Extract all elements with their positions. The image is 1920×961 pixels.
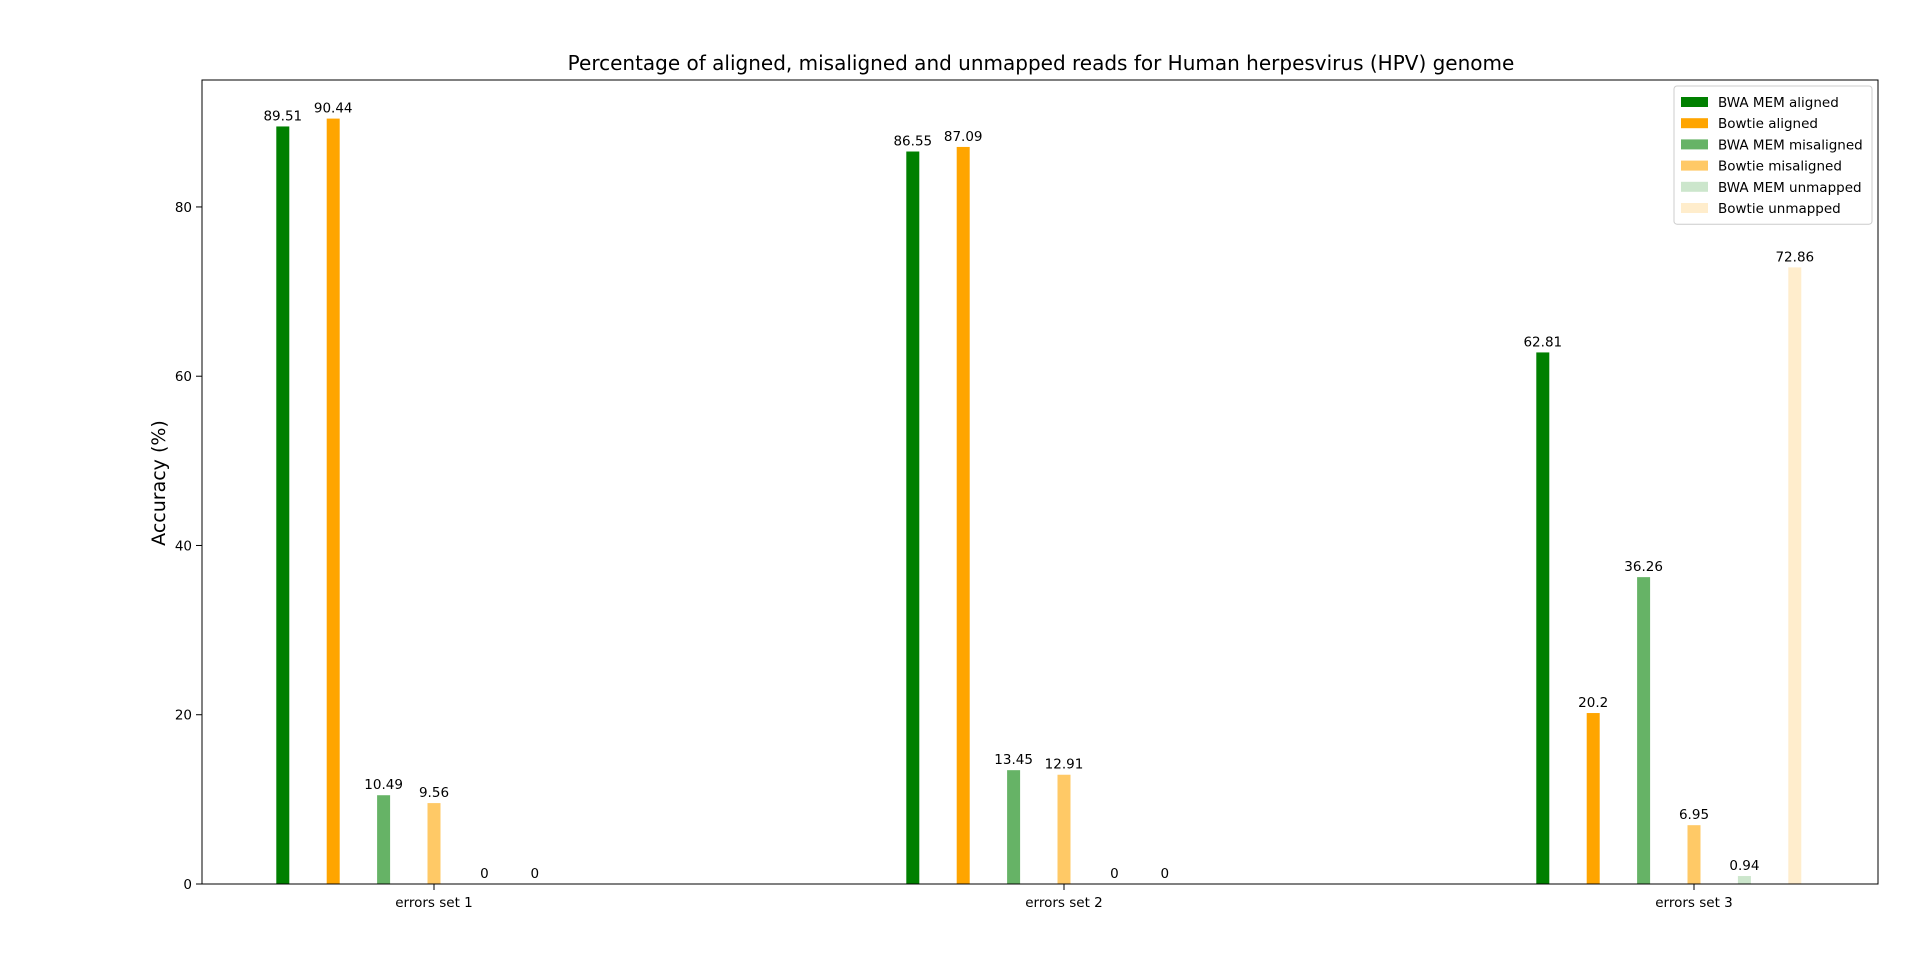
legend-label: Bowtie aligned bbox=[1718, 116, 1818, 132]
data-label: 0 bbox=[1110, 866, 1119, 882]
x-tick-label: errors set 1 bbox=[395, 895, 473, 911]
data-label: 90.44 bbox=[314, 101, 353, 117]
legend-label: Bowtie misaligned bbox=[1718, 159, 1842, 175]
data-label: 36.26 bbox=[1624, 559, 1663, 575]
bar bbox=[1536, 352, 1550, 884]
data-label: 12.91 bbox=[1045, 757, 1084, 773]
x-axis: errors set 1 errors set 2 errors set 3 bbox=[395, 884, 1733, 911]
bar-label-group: 89.51 90.44 10.49 9.56 0 0 86.55 87.09 13.45 12.9… bbox=[263, 101, 1814, 882]
legend-swatch bbox=[1681, 118, 1708, 129]
data-label: 0 bbox=[1161, 866, 1170, 882]
data-label: 0.94 bbox=[1729, 858, 1759, 874]
data-label: 6.95 bbox=[1679, 807, 1709, 823]
bar bbox=[956, 146, 970, 884]
bar bbox=[276, 126, 290, 884]
legend-swatch bbox=[1681, 97, 1708, 107]
data-label: 9.56 bbox=[419, 785, 449, 801]
y-tick-label: 60 bbox=[175, 369, 192, 385]
data-label: 0 bbox=[531, 866, 540, 882]
bar-group bbox=[276, 118, 1802, 885]
data-label: 87.09 bbox=[944, 129, 983, 145]
data-label: 86.55 bbox=[893, 134, 932, 150]
x-tick-label: errors set 3 bbox=[1655, 895, 1733, 911]
y-tick-label: 0 bbox=[183, 877, 192, 893]
chart-title: Percentage of aligned, misaligned and un… bbox=[568, 51, 1515, 75]
legend-swatch bbox=[1681, 203, 1708, 213]
bar bbox=[1057, 774, 1071, 884]
data-label: 13.45 bbox=[994, 752, 1033, 768]
legend: BWA MEM aligned Bowtie aligned BWA MEM mis… bbox=[1673, 85, 1873, 225]
legend-label: BWA MEM misaligned bbox=[1718, 137, 1863, 153]
bar bbox=[326, 118, 340, 885]
data-label: 20.2 bbox=[1578, 695, 1608, 711]
data-label: 0 bbox=[480, 866, 489, 882]
bar bbox=[377, 795, 391, 884]
y-tick-label: 20 bbox=[175, 708, 192, 724]
legend-label: BWA MEM unmapped bbox=[1718, 180, 1862, 196]
y-tick-label: 80 bbox=[175, 200, 192, 216]
legend-label: Bowtie unmapped bbox=[1718, 201, 1841, 217]
data-label: 72.86 bbox=[1775, 249, 1814, 265]
bar bbox=[906, 151, 920, 884]
legend-swatch bbox=[1681, 160, 1708, 171]
legend-swatch bbox=[1681, 139, 1708, 150]
bar bbox=[1737, 876, 1751, 884]
y-axis: 0 20 40 60 80 bbox=[175, 200, 202, 893]
plot-frame bbox=[201, 79, 1879, 885]
data-label: 89.51 bbox=[263, 108, 302, 124]
bar bbox=[1788, 267, 1802, 884]
y-tick-label: 40 bbox=[175, 538, 192, 554]
data-label: 62.81 bbox=[1523, 334, 1562, 350]
legend-box bbox=[1673, 85, 1873, 225]
legend-swatch bbox=[1681, 181, 1708, 192]
bar bbox=[1637, 577, 1651, 884]
bar bbox=[1586, 713, 1600, 884]
bar bbox=[1007, 770, 1021, 884]
legend-label: BWA MEM aligned bbox=[1718, 95, 1839, 111]
bar bbox=[427, 803, 441, 884]
bar bbox=[1687, 825, 1701, 884]
y-axis-label: Accuracy (%) bbox=[148, 420, 170, 546]
x-tick-label: errors set 2 bbox=[1025, 895, 1103, 911]
data-label: 10.49 bbox=[364, 777, 403, 793]
